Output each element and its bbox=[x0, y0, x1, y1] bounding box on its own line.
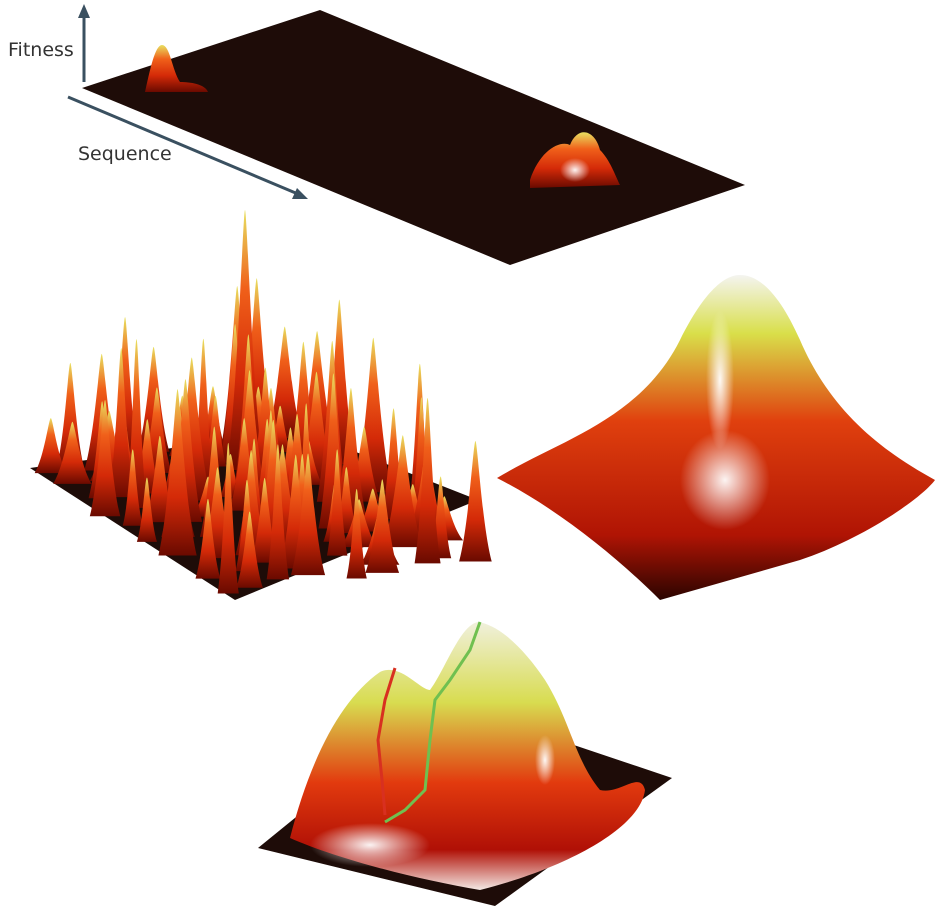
arrowhead bbox=[78, 4, 90, 18]
axis-label: Sequence bbox=[78, 143, 172, 165]
highlight bbox=[560, 158, 590, 182]
flat-plane bbox=[82, 10, 745, 265]
highlight bbox=[310, 823, 430, 867]
fitness-landscapes: Fitness Sequence bbox=[0, 0, 939, 906]
rugged-landscape bbox=[35, 210, 492, 593]
highlight bbox=[706, 310, 734, 450]
highlight bbox=[535, 735, 555, 785]
axis-label: Fitness bbox=[8, 39, 74, 61]
